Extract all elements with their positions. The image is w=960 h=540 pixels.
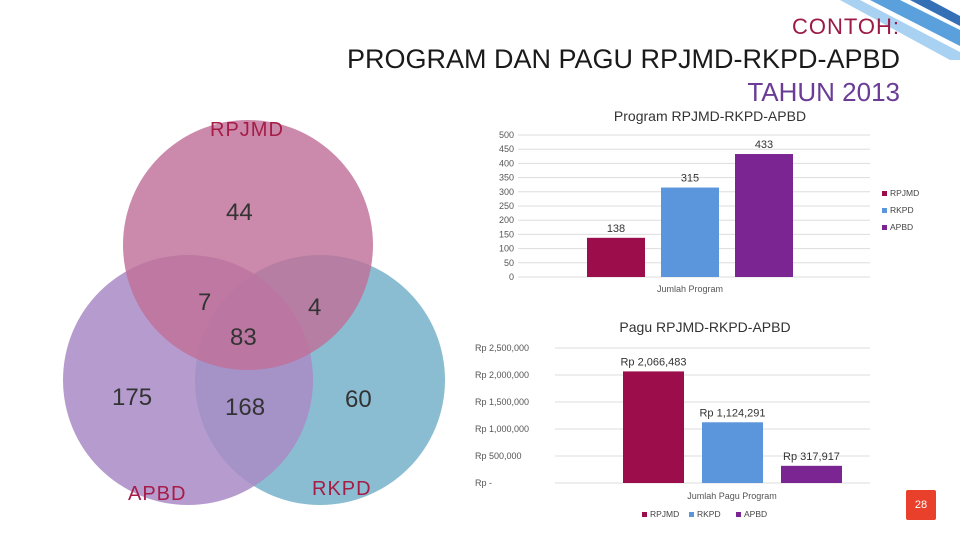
data-label-rkpd: 315 [681, 173, 699, 185]
y-tick-label: 150 [499, 229, 514, 239]
legend-label-apbd: APBD [890, 222, 913, 232]
venn-value-rkpd-only: 60 [345, 386, 372, 413]
y-tick-label: Rp 2,500,000 [475, 343, 529, 353]
legend-label-rpjmd: RPJMD [650, 509, 679, 519]
y-tick-label: Rp 1,500,000 [475, 397, 529, 407]
venn-label-rkpd: RKPD [312, 478, 372, 500]
slide-header: CONTOH: PROGRAM DAN PAGU RPJMD-RKPD-APBD… [347, 14, 900, 108]
page-number: 28 [906, 490, 936, 520]
y-tick-label: 50 [504, 258, 514, 268]
bar-rkpd [702, 422, 763, 483]
bar-apbd [735, 154, 793, 277]
y-tick-label: 350 [499, 173, 514, 183]
budget-chart: Pagu RPJMD-RKPD-APBD Rp - Rp 500,000 Rp 1,… [475, 319, 870, 519]
legend-label-rkpd: RKPD [697, 509, 721, 519]
legend-swatch-rpjmd [642, 512, 647, 517]
y-tick-label: 500 [499, 130, 514, 140]
bar-rpjmd [623, 371, 684, 483]
venn-value-apbd-only: 175 [112, 384, 152, 411]
y-tick-label: 250 [499, 201, 514, 211]
corner-decoration [840, 0, 960, 60]
chart-title: Program RPJMD-RKPD-APBD [614, 108, 806, 124]
venn-label-rpjmd: RPJMD [210, 119, 284, 141]
slide-title: PROGRAM DAN PAGU RPJMD-RKPD-APBD [346, 44, 900, 74]
bar-apbd [781, 465, 842, 483]
legend-swatch-rpjmd [882, 191, 887, 196]
venn-value-apbd-rkpd: 168 [225, 394, 265, 421]
venn-label-apbd: APBD [128, 483, 186, 505]
y-tick-label: Rp 1,000,000 [475, 424, 529, 434]
legend-swatch-apbd [736, 512, 741, 517]
venn-value-center: 83 [230, 324, 257, 351]
y-tick-label: Rp 2,000,000 [475, 370, 529, 380]
venn-diagram: RPJMD APBD RKPD 44 7 4 83 175 168 60 [63, 119, 445, 505]
venn-circle-rpjmd [123, 120, 373, 370]
x-axis-label: Jumlah Program [657, 284, 723, 294]
data-label-rkpd: Rp 1,124,291 [699, 407, 765, 419]
venn-value-rpjmd-only: 44 [226, 199, 253, 226]
bar-rpjmd [587, 237, 645, 277]
y-tick-label: 200 [499, 215, 514, 225]
header-label: CONTOH: [791, 14, 900, 39]
y-tick-label: 100 [499, 244, 514, 254]
program-count-chart: Program RPJMD-RKPD-APBD 0 50 100 150 200 250 3… [499, 108, 919, 294]
x-axis-label: Jumlah Pagu Program [687, 491, 777, 501]
y-tick-label: Rp 500,000 [475, 451, 522, 461]
y-tick-label: 300 [499, 187, 514, 197]
chart-title: Pagu RPJMD-RKPD-APBD [619, 319, 790, 335]
venn-value-rpjmd-apbd: 7 [198, 289, 211, 316]
y-tick-label: 0 [509, 272, 514, 282]
y-tick-label: 450 [499, 144, 514, 154]
data-label-rpjmd: 138 [607, 223, 625, 235]
legend-label-rkpd: RKPD [890, 205, 914, 215]
slide-year: TAHUN 2013 [747, 77, 900, 107]
legend-swatch-rkpd [689, 512, 694, 517]
y-tick-label: Rp - [475, 478, 492, 488]
data-label-apbd: 433 [755, 139, 773, 151]
venn-value-rpjmd-rkpd: 4 [308, 294, 321, 321]
y-tick-label: 400 [499, 158, 514, 168]
legend-swatch-apbd [882, 225, 887, 230]
data-label-apbd: Rp 317,917 [783, 451, 840, 463]
legend-label-rpjmd: RPJMD [890, 188, 919, 198]
data-label-rpjmd: Rp 2,066,483 [620, 356, 686, 368]
legend-swatch-rkpd [882, 208, 887, 213]
bar-rkpd [661, 187, 719, 277]
legend-label-apbd: APBD [744, 509, 767, 519]
